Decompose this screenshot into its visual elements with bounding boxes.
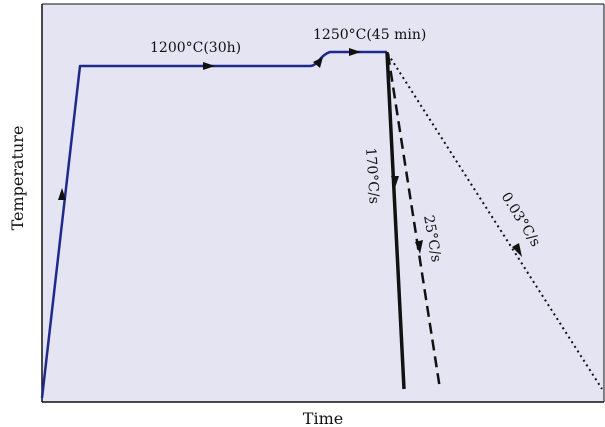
plot-background [42, 4, 604, 402]
cooling-line-slow [387, 53, 603, 390]
hold2-arrow-icon [349, 48, 361, 56]
y-axis-label: Temperature [8, 126, 27, 231]
ramp-arrow-icon [313, 57, 323, 68]
slow-cooling-arrow-icon [512, 243, 522, 257]
heating-arrow-icon [58, 188, 66, 200]
rate-label-170: 170°C/s [362, 147, 382, 204]
mid-cooling-arrow-icon [415, 240, 423, 254]
hold-label-1200: 1200°C(30h) [150, 40, 241, 56]
fast-cooling-arrow-icon [391, 176, 399, 188]
cooling-line-fast [385, 51, 406, 390]
x-axis-label: Time [303, 409, 343, 427]
hold-arrow-icon [203, 62, 215, 70]
hold-label-1250: 1250°C(45 min) [313, 27, 426, 43]
cooling-line-mid [386, 53, 442, 390]
